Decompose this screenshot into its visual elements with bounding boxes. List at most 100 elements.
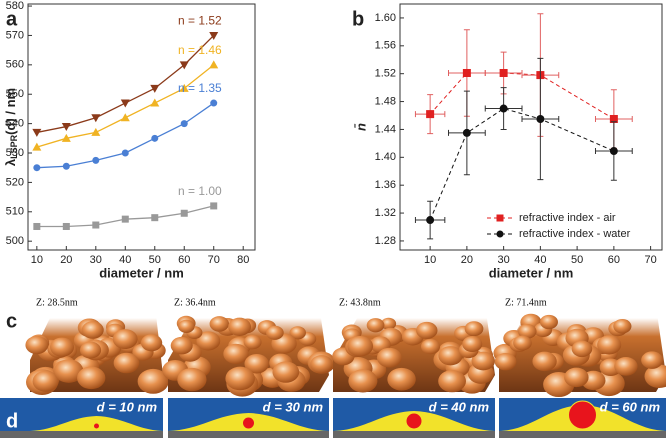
y-tick-label: 1.28 [375,235,396,247]
y-tick-label: 540 [6,118,24,130]
x-tick-label: 20 [60,254,72,266]
marker [32,128,42,137]
afm-bump [347,335,374,357]
x-tick-label: 80 [237,254,249,266]
x-tick-label: 10 [31,254,43,266]
afm-bump [376,347,402,368]
marker [209,60,219,69]
schematic-label: d = 40 nm [429,399,490,414]
y-tick-label: 520 [6,176,24,188]
marker [609,147,618,156]
y-tick-label: 570 [6,29,24,41]
x-tick-label: 60 [178,254,190,266]
marker [496,230,504,238]
y-tick-label: 1.60 [375,12,396,24]
afm-bump [140,334,163,352]
marker [120,113,130,122]
x-tick-label: 30 [497,254,509,266]
afm-bump [366,318,385,333]
y-tick-label: 550 [6,88,24,100]
afm-bump [50,337,75,357]
afm-bump [416,321,438,340]
afm-bump [112,329,138,350]
schematic-particle [242,416,255,430]
y-tick-label: 500 [6,235,24,247]
marker [33,164,41,172]
afm-bump [209,316,230,332]
afm-bump [25,335,49,355]
afm-z-label: Z: 43.8nm [339,297,381,308]
afm-z-label: Z: 36.4nm [174,297,216,308]
schematic-label: d = 60 nm [600,399,661,414]
afm-bump [244,353,269,374]
afm-bump [641,351,663,369]
marker [210,202,218,210]
afm-bump [77,366,106,390]
x-tick-label: 10 [424,254,436,266]
afm-bump [348,369,378,393]
afm-bump [223,343,249,364]
marker [120,99,130,108]
y-tick-label: 560 [6,59,24,71]
schematic-label: d = 30 nm [263,399,324,414]
marker [536,114,545,123]
y-tick-label: 580 [6,0,24,12]
afm-bump [113,352,140,374]
afm-bump [178,319,195,333]
y-tick-label: 1.32 [375,207,396,219]
marker [462,128,471,137]
series-label: n = 1.00 [178,184,222,198]
marker [151,134,159,142]
x-tick-label: 40 [119,254,131,266]
afm-bump [420,338,441,355]
y-axis-label: n̄ [353,123,368,131]
marker [462,68,471,77]
y-tick-label: 1.48 [375,95,396,107]
marker [121,215,129,223]
afm-bump [265,325,284,340]
afm-bump [225,366,255,391]
legend-label: refractive index - air [519,212,616,224]
afm-bump [81,321,104,339]
afm-bump [564,367,589,388]
dashed-line [429,107,615,221]
x-axis-label: diameter / nm [489,265,574,280]
x-tick-label: 60 [608,254,620,266]
afm-bump [513,335,532,351]
plot-frame [399,3,663,251]
marker [121,149,129,157]
afm-bump [614,357,638,376]
series-label: n = 1.35 [178,81,222,95]
afm-bump [644,364,666,389]
afm-bump [170,336,193,355]
afm-bump [540,314,558,330]
panel-label: c [6,310,17,332]
x-tick-label: 30 [90,254,102,266]
afm-z-label: Z: 28.5nm [36,297,78,308]
marker [426,216,435,225]
afm-bump [597,335,622,355]
marker [179,83,189,92]
dashed-line [429,72,615,120]
x-tick-label: 40 [534,254,546,266]
afm-panels: Z: 28.5nm d = 10 nm Z: 36.4nm d = 30 nm Z: 4… [0,297,666,438]
marker [151,214,159,222]
afm-bump [464,321,484,337]
afm-bump [387,367,416,391]
afm-bump [310,355,333,374]
afm-bump [381,317,397,330]
y-axis-label-part: (d) / nm [3,88,18,135]
legend-label: refractive index - water [519,228,631,240]
y-axis-label-part: LSPR [9,134,19,159]
afm-bump [272,361,300,383]
marker [61,133,71,142]
afm-bump [137,368,169,394]
panel-label: d [6,410,18,432]
afm-bump [177,367,207,392]
marker [210,99,218,107]
x-tick-label: 70 [208,254,220,266]
afm-bump [228,317,252,336]
y-axis-label-part: λ [3,158,18,166]
y-tick-label: 510 [6,206,24,218]
schematic-substrate [0,431,163,438]
